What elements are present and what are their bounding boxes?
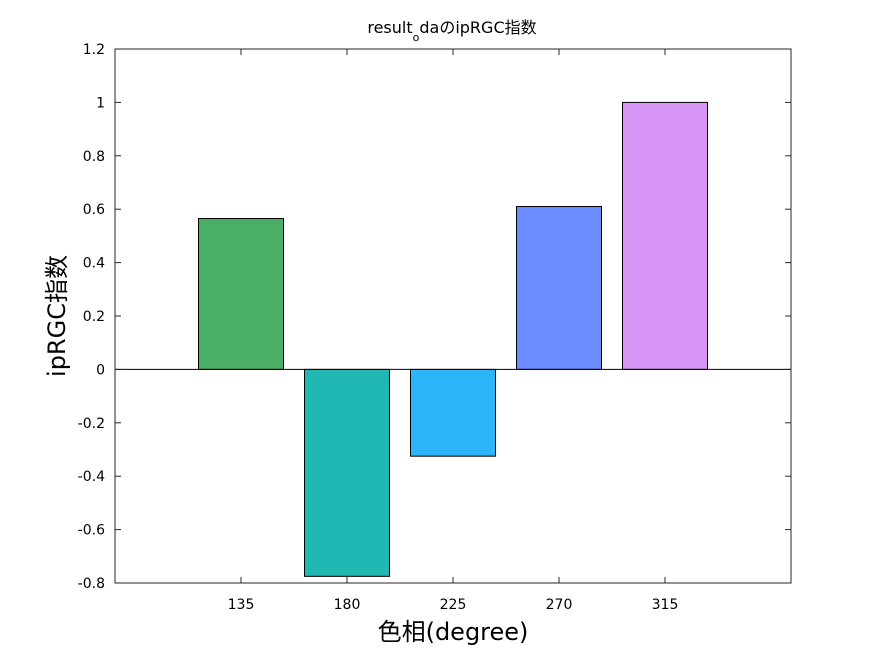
bar-225: [410, 368, 496, 457]
x-axis-label: 色相(degree): [378, 618, 529, 646]
plot-area: 1.2 1 0.8 0.6 0.4 0.2 0 -0.2 -0.4 -0.6 -0.8 135 180 2…: [78, 42, 792, 613]
y-tick-label: 1: [96, 95, 105, 111]
x-tick-label: 135: [228, 597, 255, 613]
x-tick-label: 225: [440, 597, 467, 613]
x-tick-label: 180: [334, 597, 361, 613]
y-tick-label: -0.2: [78, 416, 105, 432]
y-axis-label: ipRGC指数: [43, 255, 71, 377]
y-tick-label: 0.6: [83, 202, 105, 218]
bar-270: [516, 206, 602, 370]
y-tick-label: -0.8: [78, 576, 105, 592]
y-tick-label: -0.4: [78, 469, 105, 485]
y-tick-label: 0.4: [83, 256, 105, 272]
chart-title-main: result: [367, 18, 412, 37]
y-tick-label: 0: [96, 362, 105, 378]
y-tick-label: -0.6: [78, 523, 105, 539]
y-tick-label: 1.2: [83, 42, 105, 58]
chart-title-subscript: o: [413, 31, 420, 44]
y-tick-label: 0.2: [83, 309, 105, 325]
bar-315: [622, 101, 708, 370]
chart-title: resultodaのipRGC指数: [367, 18, 536, 44]
bar-180: [304, 368, 390, 577]
bar-135: [198, 218, 284, 370]
x-tick-label: 315: [652, 597, 679, 613]
x-tick-label: 270: [546, 597, 573, 613]
y-tick-label: 0.8: [83, 149, 105, 165]
chart-title-rest: daのipRGC指数: [419, 18, 536, 37]
